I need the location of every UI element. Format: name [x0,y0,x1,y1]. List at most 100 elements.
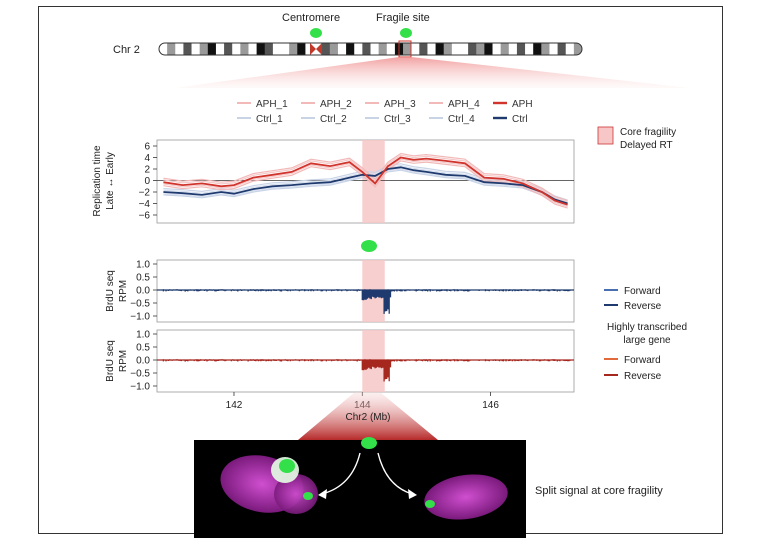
legend-label: APH_4 [448,99,480,110]
aph-mean-line [163,156,568,206]
rt-ytick-label: 6 [144,142,150,153]
ideogram-band [207,43,217,55]
ideogram-band [516,43,526,55]
ideogram-band [232,43,241,55]
ideogram-band [264,43,274,55]
rt-lines [163,152,568,209]
brdu-blue-track [157,289,574,314]
ideogram-band [297,43,306,55]
aph-replicate-line [163,154,568,203]
brdu-ytick-label: 0.5 [136,273,150,284]
fish-micrograph [194,437,526,538]
ideogram-band [419,43,428,55]
ideogram-band [256,43,266,55]
ideogram-band [362,43,371,55]
rt-ytick-label: −6 [139,211,151,222]
brdu-blue-ylabel-line2: RPM [118,280,129,302]
legend-label: APH [512,99,533,110]
ideogram-band [199,43,209,55]
ideogram-band [508,43,518,55]
brdu-red-track [157,359,574,382]
legend-label: Ctrl_1 [256,114,283,125]
ideogram-band [573,43,582,55]
ideogram-band [403,43,412,55]
brdu-red-ylabel-line1: BrdU seq [105,340,116,382]
ideogram-band [337,43,347,55]
ideogram-band [248,43,258,55]
brdu-ytick-label: 0.5 [136,343,150,354]
red-reverse-label: Reverse [624,371,662,382]
ideogram-band [557,43,567,55]
aph-replicate-line [163,158,568,207]
delayed-rt-label: Delayed RT [620,140,673,151]
ideogram-band [346,43,355,55]
ctrl-mean-line [163,166,568,205]
rt-ytick-label: 2 [144,165,150,176]
ideogram-band [240,43,249,55]
ideogram-band [183,43,192,55]
rt-ytick-label: −4 [139,199,151,210]
zoom-wedge-top [175,57,690,88]
legend-label: APH_1 [256,99,288,110]
blue-reverse-label: Reverse [624,301,662,312]
x-tick-label: 146 [482,400,499,411]
ideogram-band [370,43,380,55]
legend-label: APH_3 [384,99,416,110]
core-fragility-swatch [597,126,614,145]
fish-signal-marker [361,437,377,449]
x-axis-label: Chr2 (Mb) [345,412,390,423]
legend-label: Ctrl_4 [448,114,475,125]
fragile-site-marker [400,28,412,38]
fragile-site-label: Fragile site [376,12,430,24]
centromere-constriction [310,43,322,55]
ideogram-band [533,43,542,55]
chromosome-ideogram [159,43,582,55]
legend-label: Ctrl_2 [320,114,347,125]
legend-label: Ctrl [512,114,528,125]
split-arrow-right [377,452,413,495]
brdu-ytick-label: 1.0 [136,330,150,341]
centromere-label: Centromere [282,12,340,24]
x-tick-label: 142 [226,400,243,411]
fragile-site-marker-plot [361,240,377,252]
brdu-ytick-label: −0.5 [130,299,150,310]
brdu-ytick-label: 1.0 [136,260,150,271]
brdu-ytick-label: −0.5 [130,369,150,380]
ideogram-band [476,43,485,55]
ideogram-band [468,43,477,55]
ideogram-band [451,43,461,55]
ideogram-band [541,43,550,55]
ideogram-band [272,43,282,55]
ideogram-band [224,43,233,55]
rt-ytick-label: −2 [139,188,151,199]
rt-ytick-label: 0 [144,176,150,187]
rt-ytick-label: 4 [144,153,150,164]
ideogram-band [484,43,493,55]
red-forward-label: Forward [624,355,661,366]
ideogram-band [459,43,469,55]
ideogram-band [167,43,176,55]
ideogram-band [215,43,225,55]
zoom-wedge-bottom [298,392,438,440]
brdu-red-yaxis: 1.0 0.5 0.0 −0.5 −1.0 [130,330,157,393]
brdu-red-ylabel-line2: RPM [118,350,129,372]
ideogram-band [281,43,290,55]
ideogram-band [492,43,502,55]
ideogram-band [500,43,510,55]
ideogram-band [411,43,420,55]
brdu-ytick-label: 0.0 [136,286,150,297]
blue-forward-label: Forward [624,286,661,297]
brdu-blue-yaxis: 1.0 0.5 0.0 −0.5 −1.0 [130,260,157,323]
ideogram-band [305,43,314,55]
rt-ylabel-line1: Replication time [92,145,103,217]
legend-label: APH_2 [320,99,352,110]
ideogram-band [565,43,575,55]
legend-label: Ctrl_3 [384,114,411,125]
ctrl-replicate-line [163,168,568,206]
ideogram-band [289,43,298,55]
chromosome-label: Chr 2 [113,44,140,56]
brdu-blue-ylabel-line1: BrdU seq [105,270,116,312]
core-fragility-label: Core fragility [620,127,676,138]
brdu-ytick-label: −1.0 [130,382,150,393]
